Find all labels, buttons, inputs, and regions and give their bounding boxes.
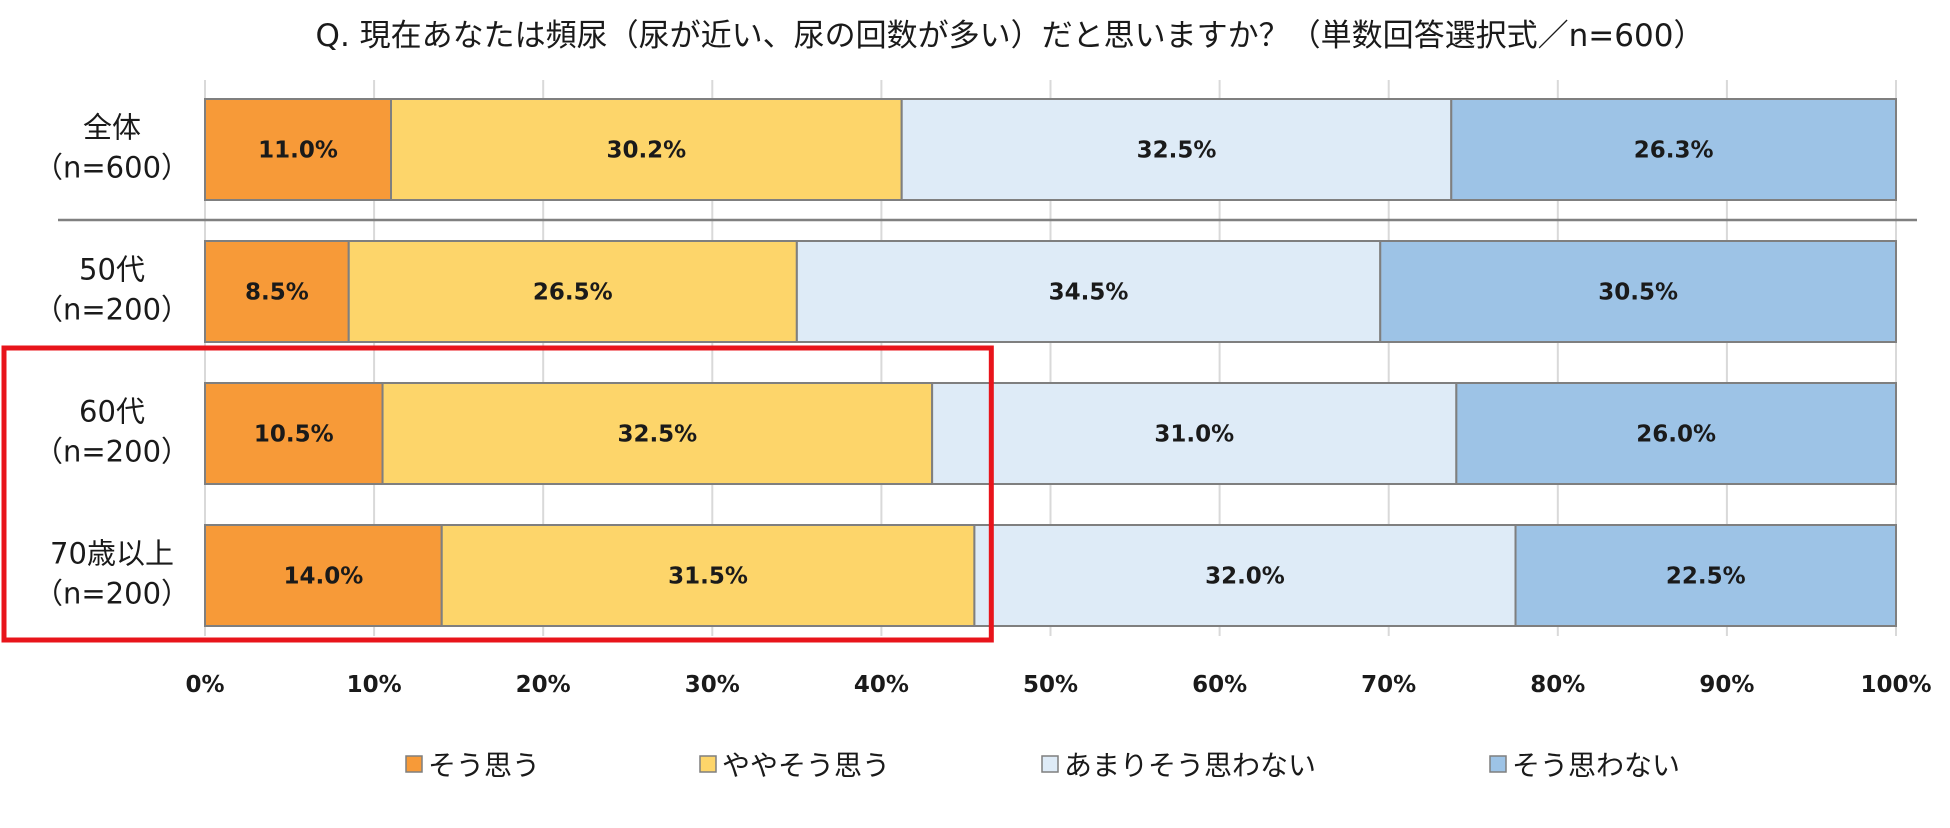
bar-segment (381, 382, 934, 485)
category-sample-size: （n=200） (34, 435, 190, 469)
data-label: 30.2% (606, 138, 686, 164)
bar-segment (347, 240, 798, 343)
data-label: 26.5% (533, 280, 613, 306)
data-label: 11.0% (258, 138, 338, 164)
category-label: 全体 (83, 111, 141, 145)
legend: そう思う ややそう思う あまりそう思わない そう思わない (405, 749, 1680, 782)
data-label: 10.5% (254, 422, 334, 448)
legend-swatch (699, 755, 717, 773)
bar-segment (973, 524, 1517, 627)
tick-label: 50% (1023, 672, 1078, 698)
bar-segment (204, 240, 350, 343)
data-label: 14.0% (283, 564, 363, 590)
bars: 11.0% 30.2% 32.5% 26.3% 8.5% 26.5% 34.5% 30.5% 1… (204, 98, 1898, 627)
bar-segment (1455, 382, 1897, 485)
legend-label: そう思わない (1512, 749, 1680, 782)
category-label: 60代 (79, 395, 145, 429)
category-sample-size: （n=600） (34, 151, 190, 185)
legend-swatch (405, 755, 423, 773)
tick-label: 70% (1361, 672, 1416, 698)
legend-label: あまりそう思わない (1064, 749, 1316, 782)
chart-title: Q. 現在あなたは頻尿（尿が近い、尿の回数が多い）だと思いますか？（単数回答選択… (316, 18, 1705, 54)
category-sample-size: （n=200） (34, 577, 190, 611)
bar-segment (1379, 240, 1897, 343)
tick-label: 10% (347, 672, 402, 698)
data-label: 31.5% (668, 564, 748, 590)
x-axis-ticks: 0% 10% 20% 30% 40% 50% 60% 70% 80% 90% 100% (185, 672, 1931, 698)
tick-label: 40% (854, 672, 909, 698)
bar-segment (204, 524, 443, 627)
bar-segment (900, 98, 1453, 201)
legend-swatch (1041, 755, 1059, 773)
tick-label: 60% (1192, 672, 1247, 698)
data-label: 26.0% (1636, 422, 1716, 448)
category-labels: 全体 （n=600） 50代 （n=200） 60代 （n=200） 70歳以上 （n=200… (34, 111, 190, 611)
category-label: 50代 (79, 253, 145, 287)
data-label: 22.5% (1666, 564, 1746, 590)
data-label: 26.3% (1634, 138, 1714, 164)
category-label: 70歳以上 (50, 537, 174, 571)
bar-segment (204, 98, 393, 201)
category-sample-size: （n=200） (34, 293, 190, 327)
tick-label: 0% (185, 672, 224, 698)
bar-segment (795, 240, 1382, 343)
tick-label: 90% (1699, 672, 1754, 698)
bar-segment (204, 382, 384, 485)
tick-label: 80% (1530, 672, 1585, 698)
data-label: 32.0% (1205, 564, 1285, 590)
data-label: 30.5% (1598, 280, 1678, 306)
data-label: 34.5% (1049, 280, 1129, 306)
data-label: 31.0% (1154, 422, 1234, 448)
data-label: 32.5% (1137, 138, 1217, 164)
tick-label: 30% (685, 672, 740, 698)
tick-label: 20% (516, 672, 571, 698)
highlight-box (1, 345, 994, 643)
bar-segment (1514, 524, 1898, 627)
bar-segment (440, 524, 976, 627)
legend-label: そう思う (428, 749, 540, 782)
legend-label: ややそう思う (722, 749, 890, 782)
data-label: 32.5% (617, 422, 697, 448)
tick-label: 100% (1860, 672, 1931, 698)
legend-swatch (1489, 755, 1507, 773)
bar-segment (1450, 98, 1897, 201)
bar-segment (931, 382, 1458, 485)
data-label: 8.5% (245, 280, 309, 306)
